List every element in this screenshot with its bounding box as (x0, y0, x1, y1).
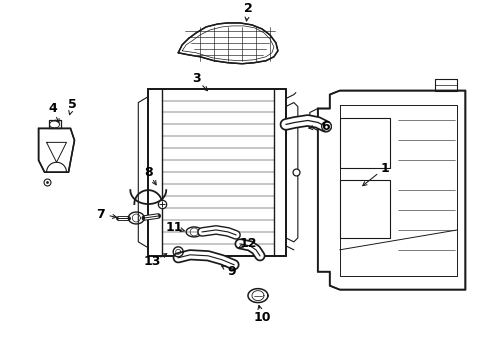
Text: 10: 10 (253, 311, 270, 324)
Text: 2: 2 (244, 3, 252, 15)
Polygon shape (39, 129, 74, 172)
Polygon shape (318, 91, 466, 290)
Polygon shape (148, 89, 286, 256)
Text: 5: 5 (68, 98, 77, 111)
Text: 11: 11 (166, 221, 183, 234)
Text: 1: 1 (380, 162, 389, 175)
Polygon shape (178, 23, 278, 64)
Text: 7: 7 (96, 207, 105, 221)
Text: 6: 6 (321, 120, 330, 133)
Text: 3: 3 (192, 72, 200, 85)
Text: 8: 8 (144, 166, 152, 179)
Text: 4: 4 (48, 102, 57, 115)
Text: 13: 13 (144, 255, 161, 268)
Text: 9: 9 (228, 265, 236, 278)
Text: 12: 12 (239, 237, 257, 250)
